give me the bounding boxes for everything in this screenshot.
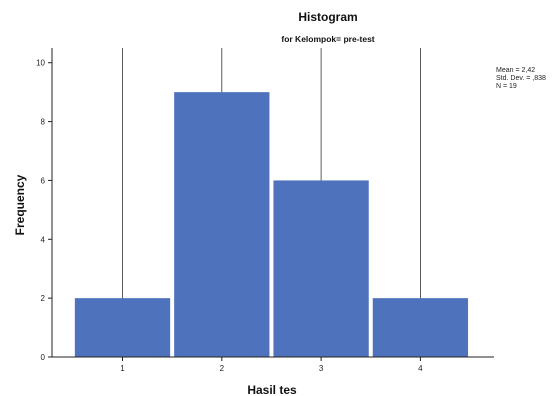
- stats-n: N = 19: [496, 83, 517, 90]
- chart-subtitle: for Kelompok= pre-test: [281, 34, 374, 44]
- x-axis-label: Hasil tes: [247, 383, 297, 396]
- y-axis-label: Frequency: [13, 174, 27, 235]
- y-tick-label-10: 10: [36, 59, 45, 68]
- stats-std-dev: Std. Dev. = ,838: [496, 75, 546, 82]
- y-tick-label-8: 8: [41, 118, 46, 127]
- bar-4: [372, 298, 469, 357]
- bar-1: [74, 298, 171, 357]
- bar-3: [273, 180, 369, 357]
- x-tick-label-4: 4: [418, 364, 423, 373]
- bar-2: [174, 92, 270, 358]
- stats-mean: Mean = 2,42: [496, 67, 535, 74]
- x-tick-label-2: 2: [220, 364, 225, 373]
- stats-box: Mean = 2,42 Std. Dev. = ,838 N = 19: [496, 67, 546, 90]
- y-tick-label-0: 0: [41, 353, 46, 362]
- y-tick-label-6: 6: [41, 176, 46, 185]
- y-tick-label-4: 4: [41, 235, 46, 244]
- chart-title: Histogram: [298, 10, 357, 24]
- x-tick-label-1: 1: [120, 364, 125, 373]
- y-tick-label-2: 2: [41, 294, 46, 303]
- x-tick-label-3: 3: [319, 364, 324, 373]
